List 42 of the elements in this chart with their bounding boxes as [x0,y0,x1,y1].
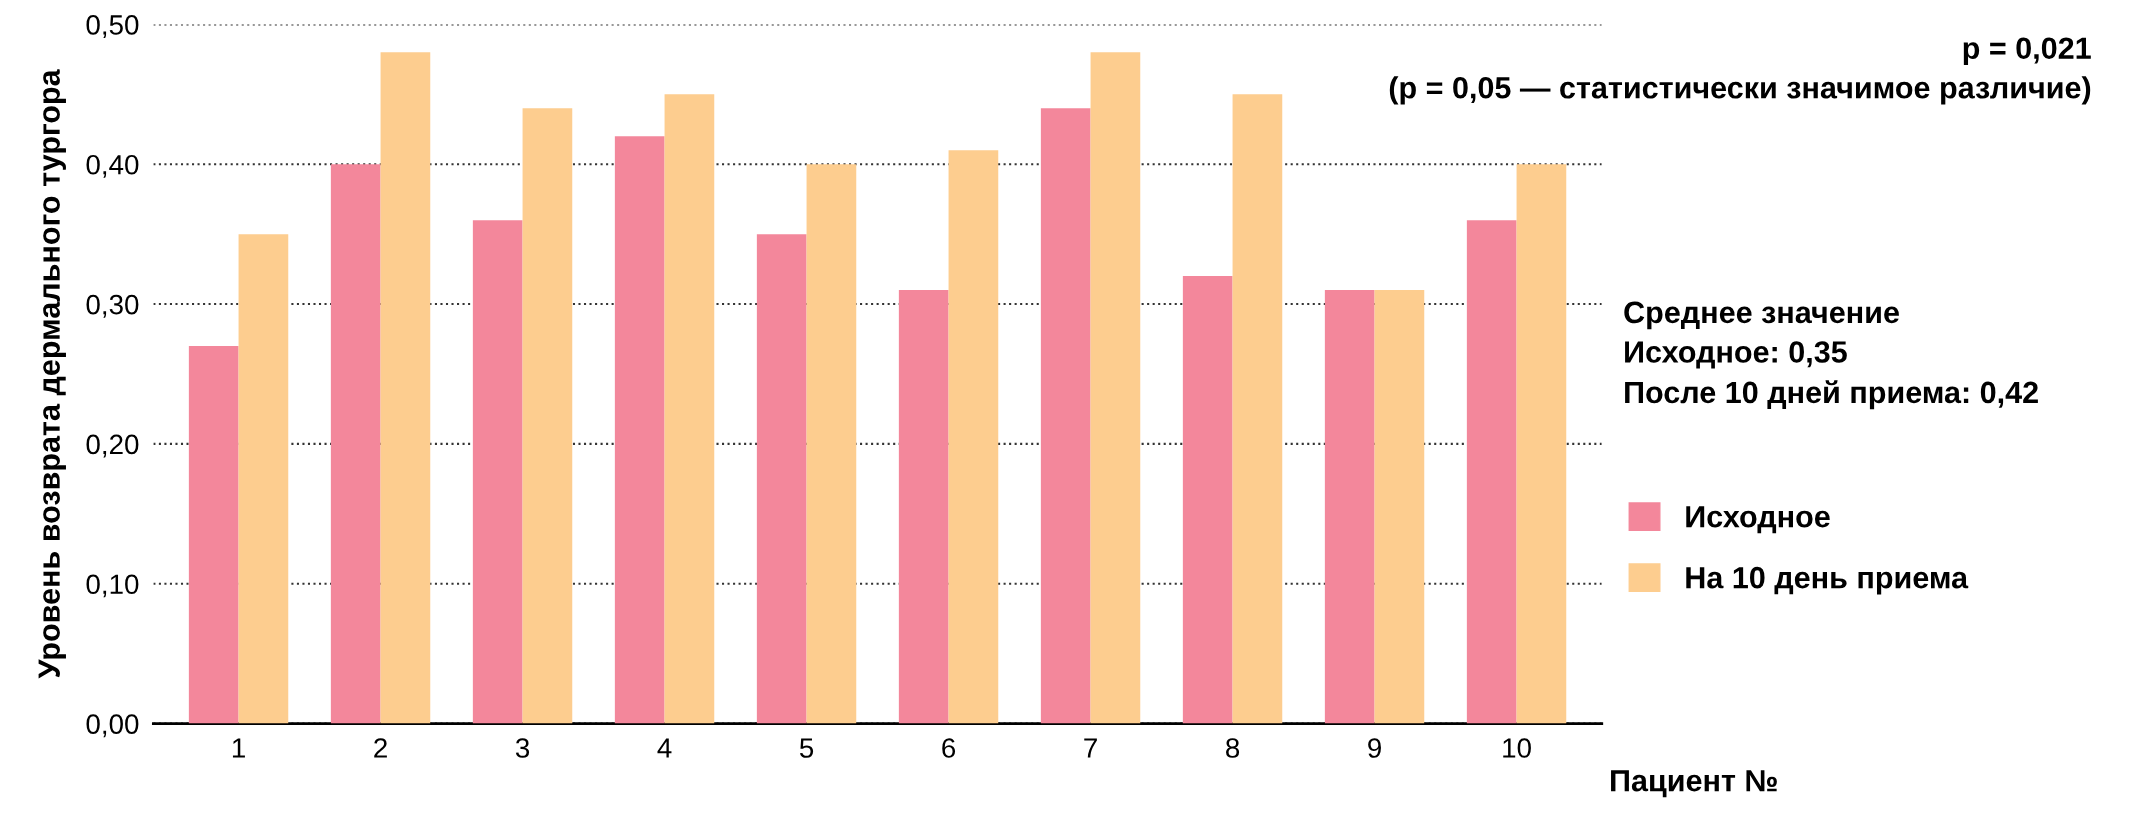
y-tick-label: 0,10 [86,574,139,598]
x-tick-label: 8 [1226,738,1240,758]
x-tick-label: 2 [374,738,387,758]
x-tick-label: 6 [942,738,956,758]
x-tick-label: 3 [515,738,530,758]
y-tick-label: 0,40 [86,154,139,178]
x-tick-label: 5 [799,738,814,758]
bar [614,136,665,724]
annotation: p = 0,021 (p = 0,05 — статистически значимое различие) [1389,37,2091,105]
bar [1324,290,1375,724]
x-axis-title: Пациент № [1611,770,1777,798]
bar [472,220,523,724]
text: Среднее значение Исходное: 0,35 После 10 дней приема: 0,42 [1624,301,2038,410]
legend-label: На 10 день приема [1686,566,1969,595]
legend-label: Исходное [1686,506,1830,534]
bar [898,290,949,724]
x-tick-label: 7 [1084,738,1097,758]
y-tick-label: 0,20 [86,434,139,458]
bar [664,94,715,724]
bar [380,52,431,724]
bar [1182,276,1233,724]
bar [1466,220,1517,724]
bar [1374,290,1425,724]
bar [238,234,289,724]
x-tick-label: 10 [1503,738,1531,758]
y-axis-title: Уровень возврата дермального тургора [38,69,66,679]
x-tick-label: 4 [657,738,672,758]
bar [1040,108,1091,724]
bar [756,234,807,724]
bar [330,164,381,724]
bar [806,164,857,724]
y-tick-label: 0,00 [86,714,139,738]
bar [948,150,999,724]
bar [1232,94,1283,724]
bar [1516,164,1567,724]
bar [188,346,239,724]
y-tick-label: 0,30 [86,294,139,318]
y-tick-label: 0,50 [86,15,139,39]
x-tick-label: 1 [232,738,245,758]
x-tick-label: 9 [1368,738,1381,758]
bar [1090,52,1141,724]
bar [522,108,573,724]
